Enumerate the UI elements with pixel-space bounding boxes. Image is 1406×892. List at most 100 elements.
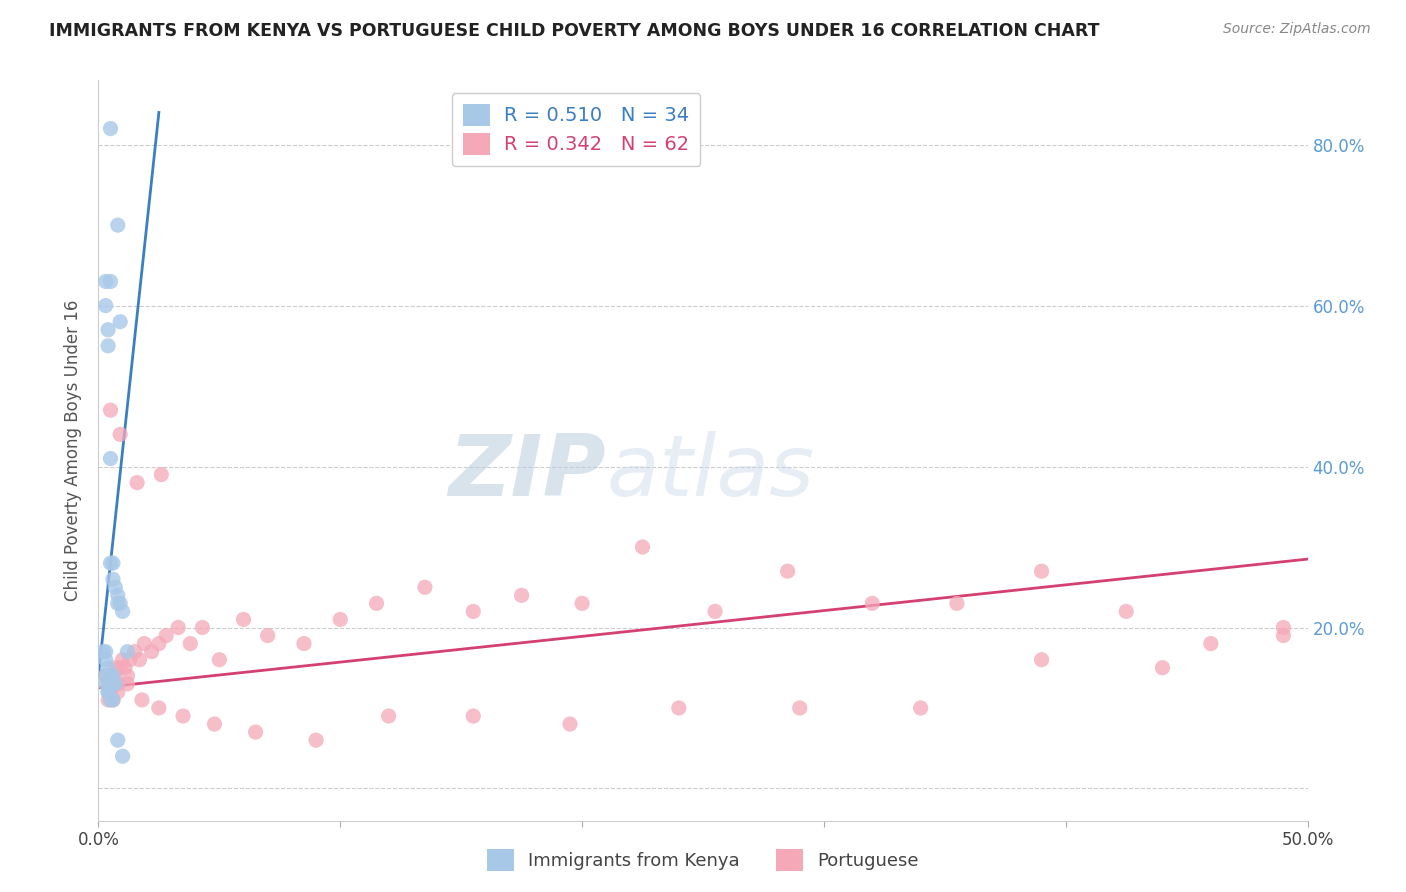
Point: [366, 596, 388, 610]
Point: [94, 275, 117, 289]
Point: [1152, 661, 1174, 675]
Point: [172, 709, 194, 723]
Point: [100, 685, 122, 699]
Point: [946, 596, 969, 610]
Point: [245, 725, 267, 739]
Point: [101, 556, 124, 570]
Point: [141, 645, 163, 659]
Point: [104, 677, 127, 691]
Point: [114, 661, 136, 675]
Point: [111, 653, 134, 667]
Point: [148, 701, 170, 715]
Point: [108, 427, 131, 442]
Point: [97, 323, 120, 337]
Point: [1031, 653, 1053, 667]
Point: [111, 604, 134, 618]
Point: [1272, 620, 1295, 634]
Point: [108, 596, 131, 610]
Point: [117, 669, 139, 683]
Text: IMMIGRANTS FROM KENYA VS PORTUGUESE CHILD POVERTY AMONG BOYS UNDER 16 CORRELATIO: IMMIGRANTS FROM KENYA VS PORTUGUESE CHIL…: [49, 22, 1099, 40]
Point: [97, 339, 120, 353]
Text: Source: ZipAtlas.com: Source: ZipAtlas.com: [1223, 22, 1371, 37]
Point: [107, 596, 129, 610]
Point: [108, 661, 131, 675]
Point: [100, 275, 122, 289]
Point: [107, 677, 129, 691]
Point: [155, 628, 177, 642]
Text: atlas: atlas: [606, 431, 814, 514]
Point: [107, 218, 129, 232]
Legend: R = 0.510   N = 34, R = 0.342   N = 62: R = 0.510 N = 34, R = 0.342 N = 62: [451, 93, 700, 166]
Point: [94, 645, 117, 659]
Point: [305, 733, 328, 747]
Legend: Immigrants from Kenya, Portuguese: Immigrants from Kenya, Portuguese: [479, 842, 927, 879]
Point: [789, 701, 811, 715]
Point: [94, 677, 117, 691]
Point: [94, 653, 117, 667]
Point: [101, 669, 124, 683]
Point: [131, 693, 153, 707]
Point: [100, 451, 122, 466]
Point: [108, 315, 131, 329]
Point: [128, 653, 150, 667]
Point: [1115, 604, 1137, 618]
Point: [100, 121, 122, 136]
Point: [101, 677, 124, 691]
Point: [208, 653, 231, 667]
Point: [377, 709, 399, 723]
Point: [101, 693, 124, 707]
Point: [117, 677, 139, 691]
Point: [134, 637, 156, 651]
Point: [104, 661, 127, 675]
Point: [704, 604, 727, 618]
Text: ZIP: ZIP: [449, 431, 606, 514]
Point: [232, 612, 254, 626]
Point: [413, 580, 436, 594]
Point: [118, 653, 141, 667]
Point: [97, 677, 120, 691]
Point: [292, 637, 315, 651]
Point: [510, 588, 533, 602]
Point: [101, 669, 124, 683]
Point: [204, 717, 226, 731]
Point: [631, 540, 654, 554]
Point: [668, 701, 690, 715]
Point: [329, 612, 352, 626]
Point: [571, 596, 593, 610]
Point: [191, 620, 214, 634]
Point: [107, 685, 129, 699]
Point: [463, 604, 485, 618]
Point: [101, 572, 124, 586]
Point: [558, 717, 581, 731]
Point: [1031, 564, 1053, 578]
Point: [117, 645, 139, 659]
Point: [256, 628, 278, 642]
Point: [463, 709, 485, 723]
Point: [97, 685, 120, 699]
Point: [97, 693, 120, 707]
Y-axis label: Child Poverty Among Boys Under 16: Child Poverty Among Boys Under 16: [65, 300, 83, 601]
Point: [776, 564, 799, 578]
Point: [127, 475, 149, 490]
Point: [107, 588, 129, 602]
Point: [1272, 628, 1295, 642]
Point: [100, 669, 122, 683]
Point: [100, 403, 122, 417]
Point: [150, 467, 173, 482]
Point: [97, 661, 120, 675]
Point: [100, 693, 122, 707]
Point: [101, 693, 124, 707]
Point: [910, 701, 932, 715]
Point: [860, 596, 883, 610]
Point: [91, 645, 114, 659]
Point: [104, 580, 127, 594]
Point: [94, 299, 117, 313]
Point: [94, 669, 117, 683]
Point: [167, 620, 190, 634]
Point: [97, 685, 120, 699]
Point: [148, 637, 170, 651]
Point: [107, 733, 129, 747]
Point: [111, 749, 134, 764]
Point: [94, 669, 117, 683]
Point: [1199, 637, 1222, 651]
